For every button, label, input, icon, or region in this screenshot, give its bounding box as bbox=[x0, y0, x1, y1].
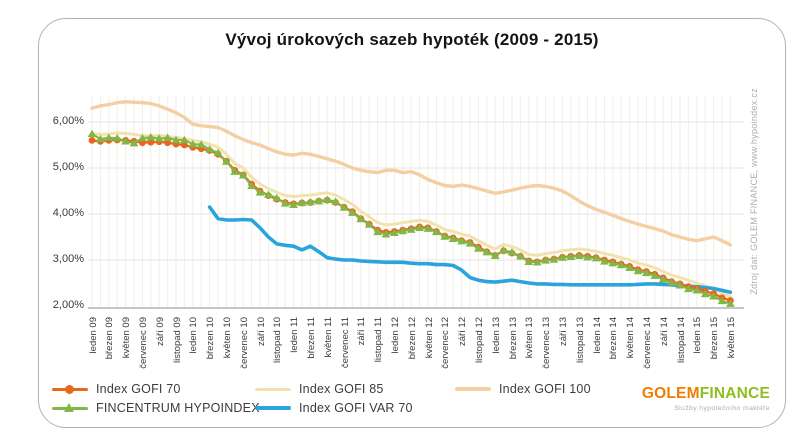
logo-part-finance: FINANCE bbox=[699, 385, 770, 402]
legend-label: Index GOFI 100 bbox=[499, 382, 591, 396]
logo-wordmark: GOLEMFINANCE bbox=[560, 385, 770, 403]
legend-swatch-icon bbox=[255, 402, 291, 415]
x-axis-label: září 12 bbox=[457, 317, 469, 347]
legend-swatch-icon bbox=[255, 383, 291, 396]
x-axis-label: květen 12 bbox=[423, 317, 435, 359]
x-axis-label: červenec 13 bbox=[541, 317, 553, 369]
x-axis-label: březen 13 bbox=[507, 317, 519, 360]
x-axis-label: březen 10 bbox=[205, 317, 217, 360]
x-axis-label: květen 14 bbox=[625, 317, 637, 359]
chart-card-border bbox=[38, 18, 786, 428]
x-axis-label: září 10 bbox=[255, 317, 267, 347]
x-axis-label: leden 10 bbox=[188, 317, 200, 354]
x-axis-label: září 14 bbox=[658, 317, 670, 347]
legend-label: FINCENTRUM HYPOINDEX bbox=[96, 401, 260, 415]
x-axis-label: březen 15 bbox=[709, 317, 721, 360]
legend-item-index-gofi-100: Index GOFI 100 bbox=[455, 381, 591, 397]
x-axis-label: červenec 10 bbox=[238, 317, 250, 369]
legend-swatch-icon bbox=[455, 383, 491, 396]
series-line-index-gofi-100 bbox=[90, 100, 733, 247]
x-axis-label: červenec 12 bbox=[440, 317, 452, 369]
legend-item-index-gofi-85: Index GOFI 85 bbox=[255, 381, 384, 397]
x-axis-label: září 13 bbox=[557, 317, 569, 347]
legend-item-index-gofi-var-70: Index GOFI VAR 70 bbox=[255, 400, 413, 416]
legend-swatch-icon bbox=[52, 383, 88, 396]
logo-part-golem: GOLEM bbox=[641, 385, 700, 402]
legend-swatch-icon bbox=[52, 402, 88, 415]
y-axis-label: 2,00% bbox=[52, 299, 84, 311]
x-axis-label: listopad 12 bbox=[473, 317, 485, 363]
x-axis-label: květen 10 bbox=[221, 317, 233, 359]
golem-finance-logo: GOLEMFINANCE Služby hypotečního makléře bbox=[560, 385, 770, 412]
x-axis-label: červenec 09 bbox=[137, 317, 149, 369]
x-axis-label: září 09 bbox=[154, 317, 166, 347]
legend-item-index-gofi-70: Index GOFI 70 bbox=[52, 381, 181, 397]
x-axis-label: květen 15 bbox=[725, 317, 737, 359]
x-axis-label: květen 09 bbox=[121, 317, 133, 359]
x-axis-label: červenec 14 bbox=[641, 317, 653, 369]
series-line-index-gofi-var-70 bbox=[207, 205, 733, 294]
x-axis-label: březen 12 bbox=[406, 317, 418, 360]
x-axis-label: září 11 bbox=[356, 317, 368, 346]
y-axis-label: 3,00% bbox=[52, 253, 84, 265]
plot-area bbox=[88, 96, 744, 309]
x-axis-label: listopad 13 bbox=[574, 317, 586, 363]
x-axis-label: listopad 10 bbox=[272, 317, 284, 363]
x-axis-label: březen 11 bbox=[305, 317, 317, 359]
logo-tagline: Služby hypotečního makléře bbox=[674, 405, 770, 412]
x-axis-label: leden 09 bbox=[87, 317, 99, 354]
x-axis-label: leden 12 bbox=[389, 317, 401, 354]
x-axis-label: leden 14 bbox=[591, 317, 603, 354]
x-axis-label: březen 09 bbox=[104, 317, 116, 360]
y-axis-label: 5,00% bbox=[52, 161, 84, 173]
x-axis-label: květen 11 bbox=[322, 317, 334, 358]
legend-label: Index GOFI 85 bbox=[299, 382, 384, 396]
x-axis-label: listopad 11 bbox=[373, 317, 385, 363]
source-note: Zdroj dat: GOLEM FINANCE, www.hypoindex.… bbox=[749, 88, 759, 295]
y-axis-label: 6,00% bbox=[52, 115, 84, 127]
x-axis-label: listopad 14 bbox=[675, 317, 687, 363]
y-axis-label: 4,00% bbox=[52, 207, 84, 219]
series-line-index-gofi-85 bbox=[90, 131, 732, 299]
x-axis-label: leden 13 bbox=[490, 317, 502, 354]
x-axis-label: leden 11 bbox=[289, 317, 301, 353]
x-axis-label: leden 15 bbox=[692, 317, 704, 354]
x-axis-label: květen 13 bbox=[524, 317, 536, 359]
x-axis-label: březen 14 bbox=[608, 317, 620, 360]
x-axis-label: listopad 09 bbox=[171, 317, 183, 363]
legend-item-fincentrum-hypoindex: FINCENTRUM HYPOINDEX bbox=[52, 400, 260, 416]
legend-label: Index GOFI VAR 70 bbox=[299, 401, 413, 415]
legend-label: Index GOFI 70 bbox=[96, 382, 181, 396]
x-axis-label: červenec 11 bbox=[339, 317, 351, 369]
chart-title: Vývoj úrokových sazeb hypoték (2009 - 20… bbox=[225, 30, 599, 49]
